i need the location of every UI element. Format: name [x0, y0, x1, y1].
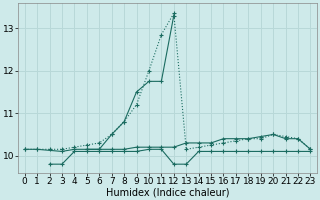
- X-axis label: Humidex (Indice chaleur): Humidex (Indice chaleur): [106, 187, 229, 197]
